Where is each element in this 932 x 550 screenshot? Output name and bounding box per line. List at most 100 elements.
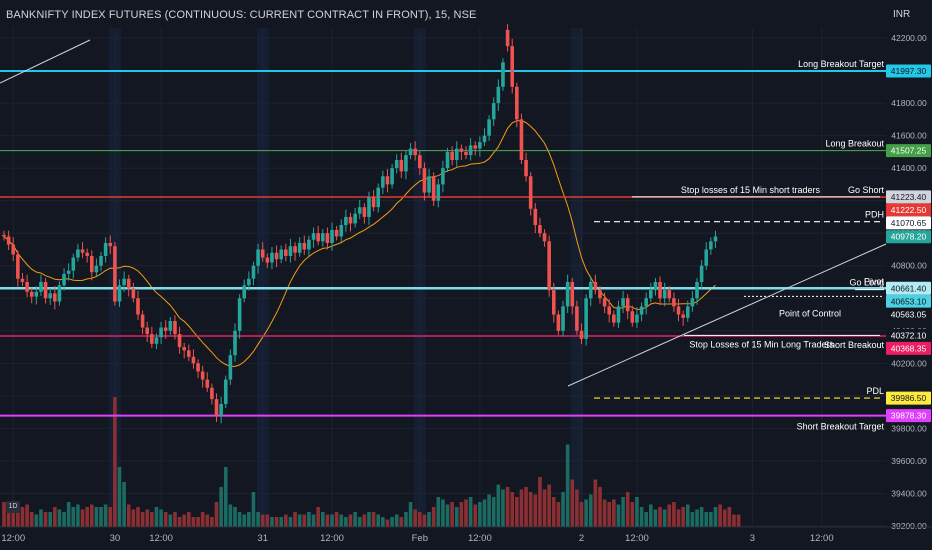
volume-bar-107 <box>496 484 501 527</box>
candle-body-35 <box>163 327 168 331</box>
price-badge-3 <box>886 203 931 217</box>
candle-body-78 <box>362 207 367 217</box>
price-badge-text-1: 41507.25 <box>891 146 927 156</box>
candle-body-56 <box>260 249 265 258</box>
volume-bar-54 <box>251 492 256 527</box>
volume-bar-41 <box>191 517 196 527</box>
candle-body-33 <box>154 337 159 344</box>
price-badge-6 <box>886 281 931 295</box>
session-highlight-3 <box>570 28 583 527</box>
tradingview-logo[interactable]: 1D <box>6 501 20 513</box>
candle-body-27 <box>126 278 131 289</box>
candle-body-46 <box>214 399 219 416</box>
candle-body-20 <box>94 265 99 273</box>
candle-body-29 <box>136 298 140 315</box>
volume-bar-131 <box>607 502 612 527</box>
volume-bar-158 <box>732 514 736 527</box>
volume-bar-14 <box>66 502 71 527</box>
volume-bar-40 <box>187 512 191 527</box>
volume-bar-35 <box>163 512 168 527</box>
volume-bar-152 <box>704 512 709 527</box>
price-axis-background <box>886 28 932 528</box>
volume-bar-59 <box>274 517 279 527</box>
volume-bar-102 <box>473 504 478 527</box>
volume-bar-134 <box>621 497 625 527</box>
candle-body-65 <box>302 242 307 250</box>
candle-body-131 <box>607 306 612 315</box>
volume-bar-47 <box>219 487 223 527</box>
volume-bar-108 <box>501 489 505 527</box>
chart-title: BANKNIFTY INDEX FUTURES (CONTINUOUS: CUR… <box>6 9 477 21</box>
volume-bar-92 <box>427 512 431 527</box>
y-tick-label-3: 39800.00 <box>891 423 927 433</box>
price-badge-7 <box>886 294 931 308</box>
volume-bar-6 <box>29 512 34 527</box>
volume-bar-16 <box>76 504 80 527</box>
annotation-1: Long Breakout <box>825 139 884 149</box>
volume-bar-74 <box>344 517 348 527</box>
candle-body-106 <box>491 103 496 120</box>
candle-body-81 <box>376 187 381 208</box>
volume-bar-23 <box>108 507 113 527</box>
candle-body-3 <box>16 254 20 279</box>
volume-bar-105 <box>487 494 491 527</box>
session-highlight-1 <box>256 28 269 527</box>
volume-bar-27 <box>126 504 131 527</box>
volume-bar-60 <box>279 517 283 527</box>
candle-body-96 <box>445 151 450 169</box>
candle-body-99 <box>459 148 464 152</box>
candle-body-72 <box>334 229 339 237</box>
volume-bar-70 <box>325 514 330 527</box>
volume-bar-155 <box>718 504 722 527</box>
price-badge-5 <box>886 230 931 244</box>
volume-bar-81 <box>376 514 381 527</box>
trendline-top-left <box>0 39 91 84</box>
volume-bar-45 <box>210 517 214 527</box>
volume-bar-109 <box>505 487 510 527</box>
volume-bar-121 <box>561 492 565 527</box>
volume-bar-126 <box>584 499 588 527</box>
annotation-0: Long Breakout Target <box>798 59 884 69</box>
volume-bar-153 <box>709 512 713 527</box>
volume-bar-21 <box>99 507 103 527</box>
annotation-4: PDH <box>865 210 884 220</box>
candle-body-152 <box>704 249 709 266</box>
candle-body-113 <box>524 160 528 177</box>
volume-bar-34 <box>159 509 163 527</box>
candle-body-38 <box>177 334 182 348</box>
candle-body-14 <box>66 270 71 274</box>
y-tick-label-12: 41600.00 <box>891 131 927 141</box>
volume-bar-57 <box>265 514 270 527</box>
volume-bar-72 <box>334 512 339 527</box>
volume-bar-141 <box>653 509 658 527</box>
price-badge-text-10: 40368.35 <box>891 343 927 353</box>
volume-bar-157 <box>727 507 732 527</box>
candle-body-18 <box>85 252 89 256</box>
volume-bar-78 <box>362 514 367 527</box>
volume-bar-146 <box>676 509 681 527</box>
volume-bar-58 <box>270 517 274 527</box>
volume-bar-139 <box>644 512 648 527</box>
candle-body-23 <box>108 242 113 247</box>
candle-body-19 <box>89 255 94 273</box>
candle-body-16 <box>76 249 80 258</box>
volume-bar-12 <box>57 509 62 527</box>
candle-body-112 <box>519 119 524 160</box>
candle-body-128 <box>593 282 598 291</box>
price-badge-8 <box>886 307 931 321</box>
candle-body-76 <box>353 213 357 224</box>
candle-body-7 <box>34 291 39 297</box>
candle-body-124 <box>575 306 579 331</box>
candle-body-11 <box>53 293 57 302</box>
x-tick-label-0: 12:00 <box>1 533 25 544</box>
candle-body-123 <box>570 282 575 307</box>
volume-bar-140 <box>649 504 653 527</box>
candle-body-118 <box>547 241 551 291</box>
annotation-2: Stop losses of 15 Min short traders <box>681 185 821 195</box>
annotation-8: Stop Losses of 15 Min Long Traders <box>689 339 834 349</box>
volume-bar-150 <box>695 509 699 527</box>
candle-body-71 <box>330 229 334 243</box>
volume-bar-103 <box>478 502 482 527</box>
price-badge-2 <box>886 190 931 204</box>
